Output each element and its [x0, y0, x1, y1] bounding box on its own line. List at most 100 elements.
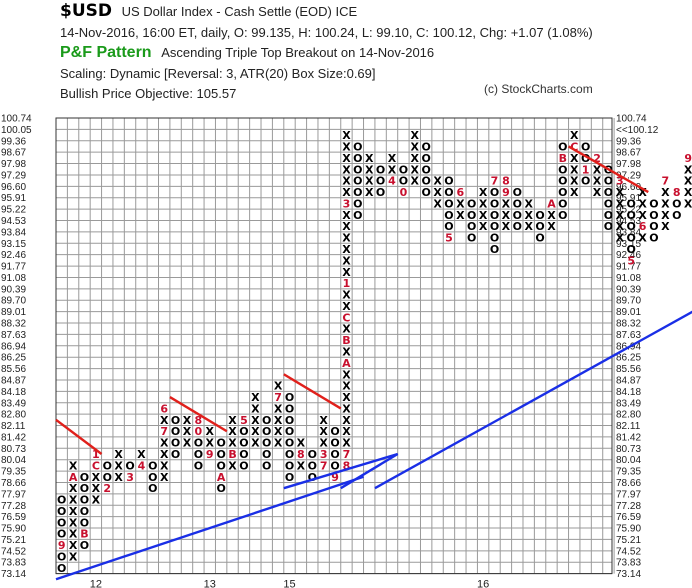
- pnf-month-mark: 8: [673, 186, 681, 199]
- y-tick-label-left: 74.52: [1, 546, 26, 557]
- pnf-month-mark: 6: [160, 402, 168, 415]
- y-tick-label-right: 100.74: [616, 114, 647, 125]
- pnf-x-mark: X: [638, 209, 647, 222]
- chart-header-title: $USD US Dollar Index - Cash Settle (EOD)…: [60, 3, 357, 20]
- pnf-x-mark: X: [593, 186, 602, 199]
- y-tick-label-right: 98.67: [616, 148, 641, 159]
- pnf-o-mark: O: [627, 232, 636, 245]
- pnf-o-mark: O: [467, 220, 476, 233]
- pnf-o-mark: O: [262, 425, 271, 438]
- pattern-description: Ascending Triple Top Breakout on 14-Nov-…: [161, 45, 435, 60]
- pnf-x-mark: X: [274, 414, 283, 427]
- pnf-o-mark: O: [308, 459, 317, 472]
- pnf-o-mark: O: [262, 437, 271, 450]
- y-tick-label-right: 84.18: [616, 387, 641, 398]
- pnf-o-mark: O: [57, 494, 66, 507]
- y-tick-label-right: 80.04: [616, 455, 641, 466]
- pnf-month-mark: 5: [627, 254, 635, 267]
- pnf-o-mark: O: [239, 437, 248, 450]
- pnf-x-mark: X: [684, 175, 692, 188]
- pnf-x-mark: X: [251, 402, 260, 415]
- pnf-month-mark: 3: [343, 197, 351, 210]
- y-tick-label-right: 73.83: [616, 558, 641, 569]
- pnf-month-mark: B: [559, 152, 567, 165]
- pnf-x-mark: X: [342, 186, 351, 199]
- pnf-x-mark: X: [616, 232, 625, 245]
- pnf-month-mark: A: [342, 357, 351, 370]
- pnf-month-mark: 6: [639, 220, 647, 233]
- pnf-o-mark: O: [513, 209, 522, 222]
- y-tick-label-left: 90.39: [1, 284, 26, 295]
- y-tick-label-left: 86.25: [1, 353, 26, 364]
- y-tick-label-right: <<100.12: [616, 125, 659, 136]
- pnf-o-mark: O: [558, 197, 567, 210]
- plot-frame: [55, 117, 613, 575]
- y-tick-label-left: 78.66: [1, 478, 26, 489]
- y-tick-label-left: 81.42: [1, 432, 26, 443]
- pnf-x-mark: X: [274, 380, 283, 393]
- y-tick-label-right: 75.21: [616, 535, 641, 546]
- x-tick-label: 13: [204, 579, 216, 588]
- pnf-x-mark: X: [342, 220, 351, 233]
- pattern-line: P&F Pattern Ascending Triple Top Breakou…: [60, 45, 434, 61]
- quote-line: 14-Nov-2016, 16:00 ET, daily, O: 99.135,…: [60, 25, 593, 40]
- pnf-o-mark: O: [285, 459, 294, 472]
- y-tick-label-left: 99.36: [1, 136, 26, 147]
- y-tick-label-left: 87.63: [1, 330, 26, 341]
- pnf-o-mark: O: [80, 516, 89, 529]
- pnf-x-mark: X: [661, 197, 670, 210]
- pnf-x-mark: X: [479, 197, 488, 210]
- pnf-o-mark: O: [535, 220, 544, 233]
- y-tick-label-left: 89.70: [1, 296, 26, 307]
- pnf-x-mark: X: [160, 448, 169, 461]
- pnf-o-mark: O: [239, 459, 248, 472]
- pnf-x-mark: X: [479, 209, 488, 222]
- y-tick-label-right: 89.70: [616, 296, 641, 307]
- pnf-x-mark: X: [433, 197, 442, 210]
- pnf-month-mark: 7: [320, 459, 328, 472]
- pnf-o-mark: O: [262, 459, 271, 472]
- pnf-x-mark: X: [342, 368, 351, 381]
- y-tick-label-left: 98.67: [1, 148, 26, 159]
- y-tick-label-left: 80.73: [1, 444, 26, 455]
- y-tick-label-right: 91.77: [616, 262, 641, 273]
- pnf-x-mark: X: [456, 197, 465, 210]
- pnf-x-mark: X: [433, 186, 442, 199]
- pnf-x-mark: X: [661, 186, 670, 199]
- y-tick-label-right: 92.46: [616, 250, 641, 261]
- pnf-x-mark: X: [388, 163, 397, 176]
- pnf-x-mark: X: [342, 129, 351, 142]
- pnf-o-mark: O: [490, 232, 499, 245]
- pnf-x-mark: X: [524, 197, 533, 210]
- pnf-o-mark: O: [308, 471, 317, 484]
- y-tick-label-right: 94.53: [616, 216, 641, 227]
- pnf-o-mark: O: [216, 482, 225, 495]
- y-tick-label-left: 85.56: [1, 364, 26, 375]
- pnf-o-mark: O: [353, 209, 362, 222]
- x-tick-label: 16: [477, 579, 489, 588]
- pnf-o-mark: O: [467, 197, 476, 210]
- pnf-o-mark: O: [216, 448, 225, 461]
- pnf-x-mark: X: [684, 186, 692, 199]
- y-tick-label-left: 97.29: [1, 170, 26, 181]
- pnf-x-mark: X: [69, 539, 78, 552]
- pnf-x-mark: X: [661, 220, 670, 233]
- pnf-x-mark: X: [92, 482, 101, 495]
- y-tick-label-left: 77.97: [1, 489, 26, 500]
- pnf-x-mark: X: [365, 152, 374, 165]
- pnf-x-mark: X: [160, 437, 169, 450]
- y-tick-label-left: 77.28: [1, 501, 26, 512]
- pnf-month-mark: C: [92, 459, 100, 472]
- pnf-x-mark: X: [411, 140, 420, 153]
- pnf-o-mark: O: [216, 459, 225, 472]
- pnf-month-mark: B: [342, 334, 350, 347]
- pnf-x-mark: X: [547, 209, 556, 222]
- y-tick-label-right: 74.52: [616, 546, 641, 557]
- pnf-x-mark: X: [342, 232, 351, 245]
- y-tick-label-right: 85.56: [616, 364, 641, 375]
- pnf-month-mark: C: [570, 140, 578, 153]
- pnf-o-mark: O: [421, 186, 430, 199]
- pnf-o-mark: O: [467, 232, 476, 245]
- pnf-x-mark: X: [342, 437, 351, 450]
- y-tick-label-right: 83.49: [616, 398, 641, 409]
